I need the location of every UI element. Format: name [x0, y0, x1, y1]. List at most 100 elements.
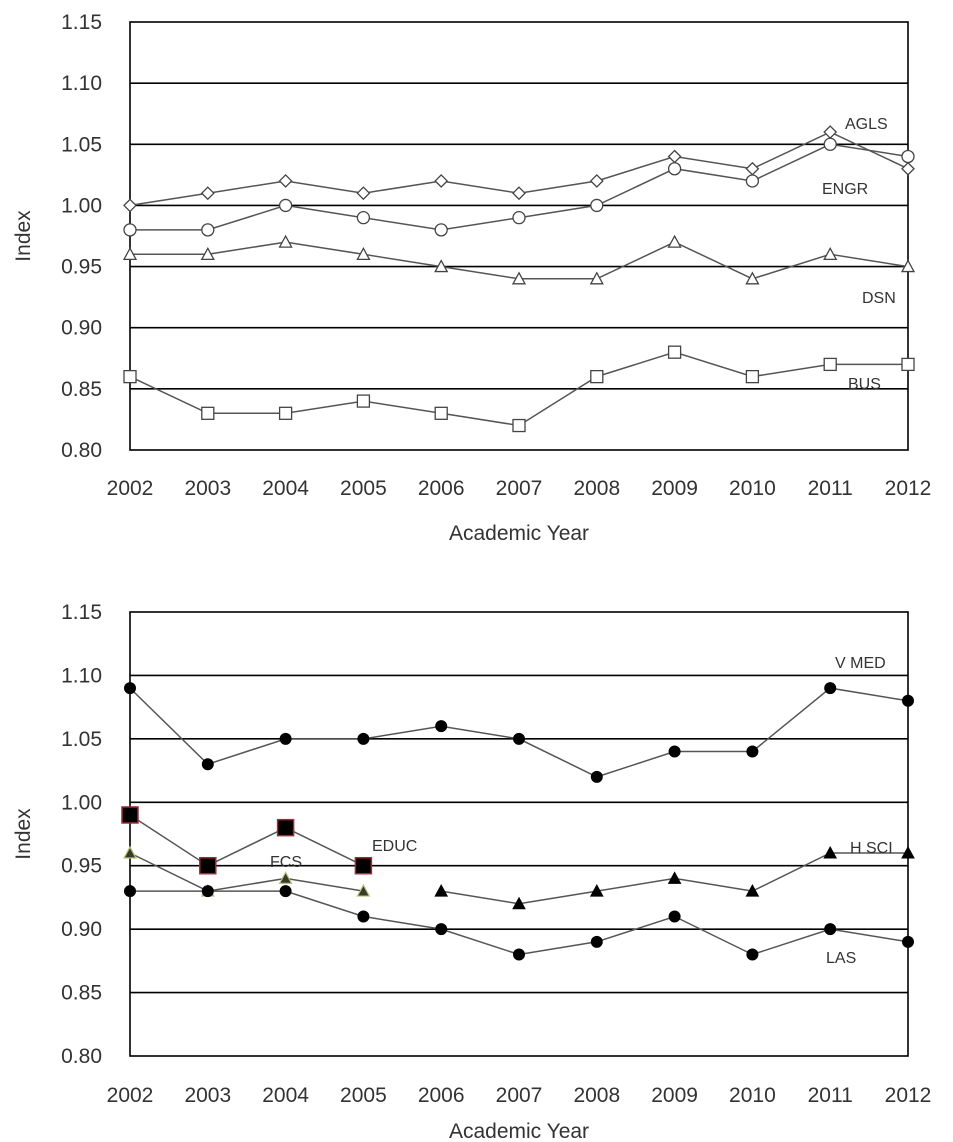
data-point: [123, 198, 137, 213]
data-point: [667, 149, 682, 164]
data-point: [590, 369, 604, 384]
data-point: [667, 345, 682, 359]
x-tick-label: 2010: [729, 477, 776, 500]
x-axis-title: Academic Year: [449, 522, 589, 545]
x-tick-label: 2006: [418, 1084, 465, 1107]
data-point: [589, 271, 604, 285]
data-point: [901, 845, 915, 859]
data-point: [200, 246, 215, 260]
data-point: [746, 745, 759, 758]
y-tick-label: 0.95: [61, 256, 102, 279]
data-point: [590, 198, 604, 213]
y-tick-label: 1.00: [61, 791, 102, 814]
data-point: [123, 223, 137, 237]
data-point: [201, 223, 215, 237]
chart-panel-1: 0.80 0.85 0.90 0.95 1.00 1.05 1.10 1.15 2002 2003…: [12, 11, 931, 545]
data-point: [434, 174, 449, 188]
y-axis-title: Index: [12, 808, 35, 860]
y-tick-label: 1.05: [61, 728, 102, 751]
data-point: [435, 720, 448, 733]
x-tick-label: 2010: [729, 1084, 776, 1107]
data-point: [745, 174, 760, 188]
data-point: [746, 948, 759, 961]
data-point: [278, 406, 293, 420]
x-tick-label: 2008: [573, 1084, 620, 1107]
data-point: [279, 885, 292, 898]
x-tick-label: 2012: [885, 1084, 932, 1107]
data-point: [901, 161, 915, 176]
x-tick-label: 2004: [262, 477, 309, 500]
x-tick-label: 2005: [340, 1084, 387, 1107]
data-point: [512, 418, 526, 433]
data-point: [668, 745, 681, 758]
data-point: [435, 923, 448, 936]
y-tick-label: 0.90: [61, 918, 102, 941]
data-point: [124, 885, 136, 898]
data-point: [356, 394, 371, 408]
data-point: [356, 246, 371, 260]
series-label: BUS: [848, 376, 881, 393]
x-tick-label: 2003: [184, 1084, 231, 1107]
x-tick-label: 2006: [418, 477, 465, 500]
y-axis-title: Index: [12, 210, 35, 262]
data-point: [902, 694, 914, 707]
series-label: EDUC: [372, 838, 417, 855]
x-tick-label: 2007: [496, 1084, 543, 1107]
data-point: [824, 682, 837, 695]
series-educ: EDUC: [121, 806, 417, 875]
data-point: [667, 871, 682, 884]
data-point: [201, 758, 214, 771]
data-point: [356, 211, 371, 225]
data-point: [901, 357, 915, 372]
y-tick-label: 0.80: [61, 1045, 102, 1068]
series-h-sci: H SCI: [434, 840, 915, 910]
data-point: [902, 935, 914, 948]
series-label: V MED: [835, 655, 886, 672]
data-point: [667, 162, 682, 176]
data-point: [745, 271, 760, 285]
data-point: [124, 682, 136, 695]
data-point: [122, 845, 138, 859]
data-point: [278, 234, 293, 248]
data-point: [123, 369, 137, 384]
x-tick-label: 2002: [107, 1084, 154, 1107]
data-point: [201, 885, 214, 898]
x-tick-label: 2003: [184, 477, 231, 500]
data-point: [513, 948, 525, 961]
series-las: LAS: [124, 885, 914, 967]
x-tick-label: 2005: [340, 477, 387, 500]
data-point: [279, 732, 292, 745]
plot-frame: [129, 611, 909, 1057]
x-tick-label: 2011: [808, 1084, 853, 1107]
data-point: [434, 884, 449, 897]
data-point: [590, 770, 603, 783]
data-point: [278, 871, 293, 885]
data-point: [823, 137, 837, 151]
data-point: [122, 246, 138, 260]
data-point: [513, 732, 525, 745]
x-axis-title: Academic Year: [449, 1120, 589, 1142]
plot-frame: [129, 21, 909, 451]
series-dsn: DSN: [122, 234, 916, 307]
data-point: [823, 845, 838, 859]
y-tick-label: 1.10: [61, 72, 102, 95]
data-point: [512, 896, 526, 910]
data-point: [745, 369, 760, 384]
series-label: AGLS: [845, 116, 888, 133]
data-point: [668, 910, 681, 923]
data-point: [900, 259, 916, 273]
data-point: [434, 259, 449, 273]
chart-panel-2: 0.80 0.85 0.90 0.95 1.00 1.05 1.10 1.15 2002 2003…: [12, 601, 931, 1142]
x-tick-label: 2009: [651, 1084, 698, 1107]
data-point: [823, 357, 837, 372]
series-line: [129, 814, 364, 867]
x-tick-label: 2012: [885, 477, 932, 500]
x-tick-label: 2007: [496, 477, 543, 500]
data-point: [824, 923, 837, 936]
data-point: [278, 198, 293, 213]
series-line: [129, 852, 364, 892]
data-point: [276, 818, 295, 837]
data-point: [356, 186, 371, 201]
y-tick-label: 1.15: [61, 601, 102, 624]
y-tick-label: 0.85: [61, 982, 102, 1005]
